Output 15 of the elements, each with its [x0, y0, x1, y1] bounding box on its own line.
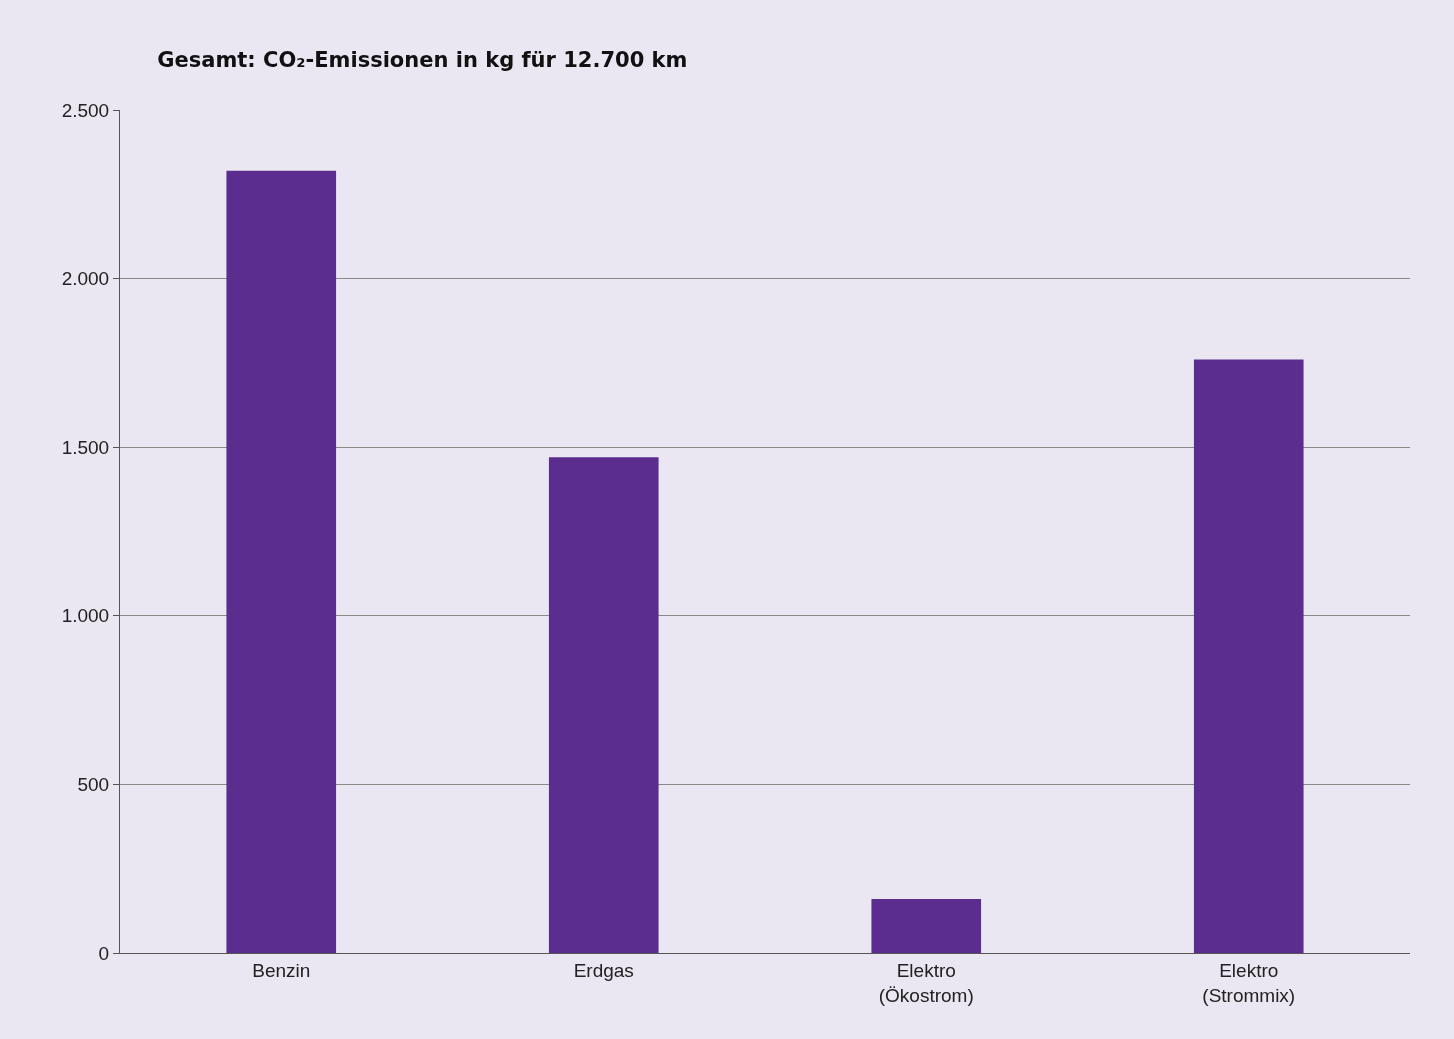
bar — [548, 457, 659, 953]
y-tick-label: 0 — [98, 942, 110, 964]
y-tick-label: 500 — [77, 774, 110, 796]
x-tick-label: Elektro (Ökostrom) — [878, 959, 974, 1006]
x-tick-label: Erdgas — [573, 959, 634, 981]
bar — [1193, 359, 1304, 953]
y-tick-label: 1.500 — [61, 436, 110, 458]
x-tick-label: Elektro (Strommix) — [1202, 959, 1296, 1006]
y-tick-label: 1.000 — [61, 605, 110, 627]
y-tick-label: 2.000 — [61, 268, 110, 290]
bar — [871, 899, 982, 953]
y-tick-label: 2.500 — [61, 99, 110, 121]
bar — [226, 170, 337, 953]
chart-title: Gesamt: CO₂-Emissionen in kg für 12.700 km — [157, 48, 688, 73]
x-tick-label: Benzin — [252, 959, 311, 981]
